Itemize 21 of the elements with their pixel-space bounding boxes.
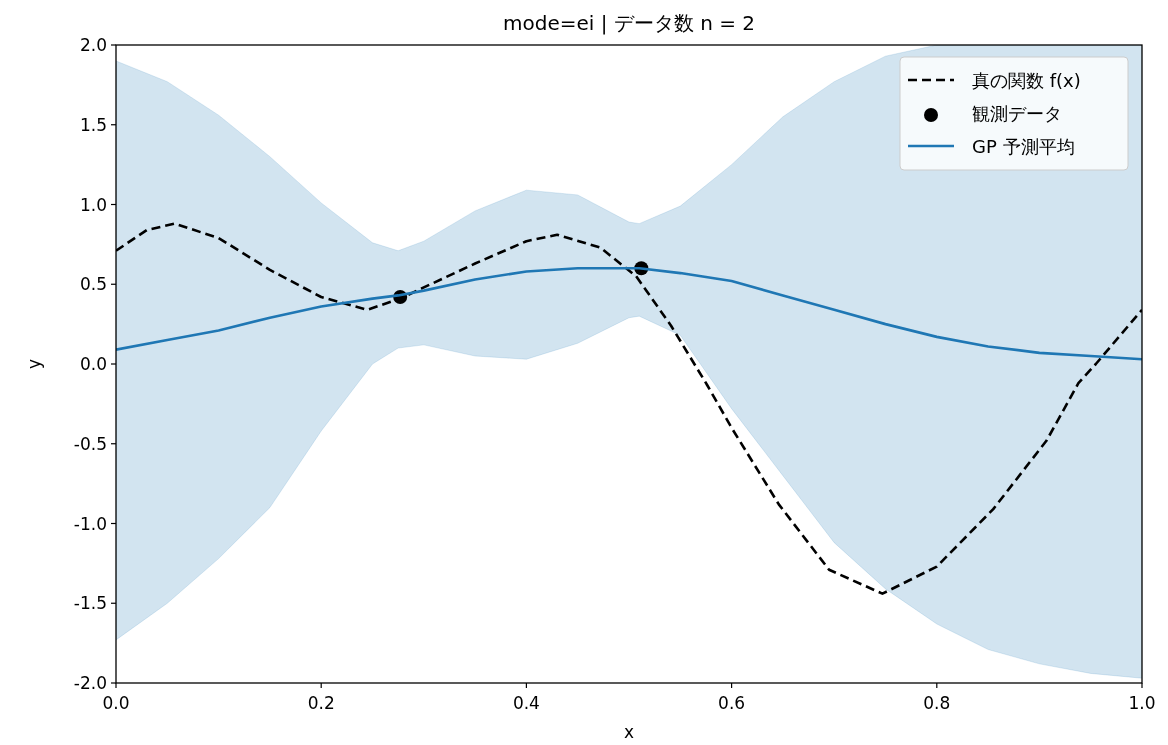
x-tick-label: 0.8 — [923, 693, 951, 713]
x-tick-label: 0.6 — [718, 693, 746, 713]
y-tick-label: -1.0 — [73, 513, 107, 534]
y-tick-label: -1.5 — [73, 593, 107, 614]
chart-title: mode=ei | データ数 n = 2 — [502, 11, 756, 35]
y-tick-label: -0.5 — [73, 433, 107, 454]
legend-label: 真の関数 f(x) — [972, 70, 1081, 91]
y-tick-label: 1.0 — [79, 194, 107, 215]
x-tick-label: 0.4 — [512, 693, 540, 713]
y-tick-label: 0.0 — [79, 354, 107, 374]
x-tick-label: 1.0 — [1128, 693, 1156, 713]
y-tick-label: 0.5 — [79, 274, 107, 295]
y-axis-title: y — [24, 358, 44, 370]
x-tick-label: 0.2 — [307, 693, 335, 713]
legend-label: 観測データ — [972, 103, 1062, 124]
y-tick-label: 2.0 — [79, 35, 107, 55]
legend-label: GP 予測平均 — [972, 136, 1075, 157]
x-tick-label: 0.0 — [102, 693, 130, 713]
y-tick-label: 1.5 — [79, 114, 107, 135]
x-axis-title: x — [623, 722, 635, 742]
y-tick-label: -2.0 — [73, 673, 107, 693]
